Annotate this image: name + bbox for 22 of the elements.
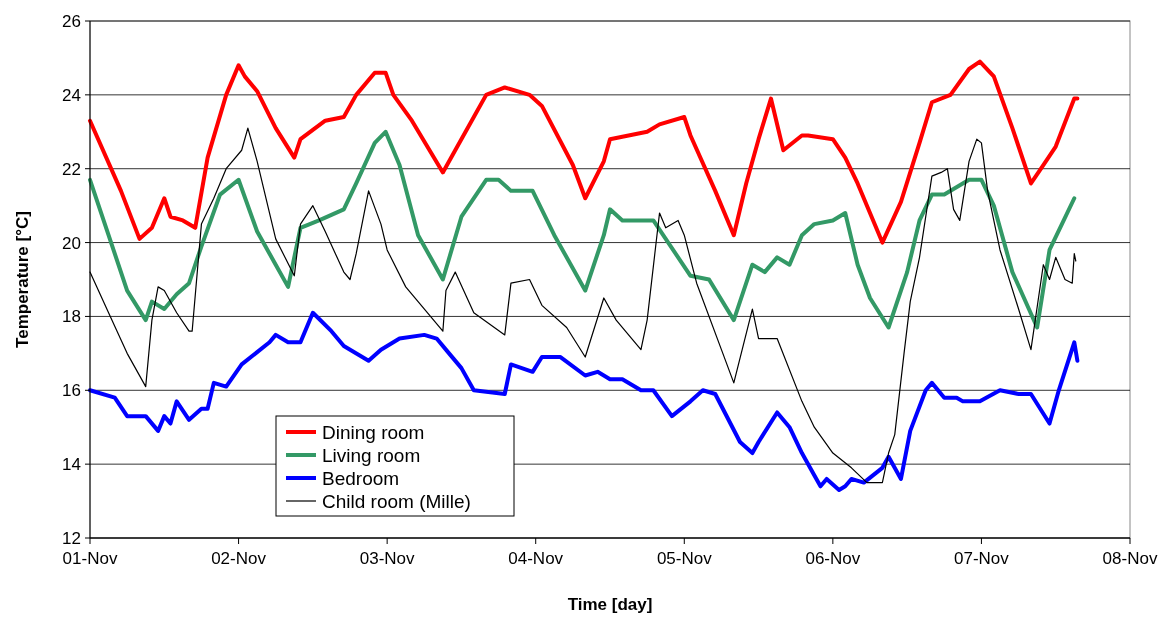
legend-label: Living room bbox=[322, 444, 421, 466]
x-tick-label: 02-Nov bbox=[211, 549, 267, 568]
y-tick-label: 20 bbox=[62, 233, 81, 253]
legend-label: Child room (Mille) bbox=[322, 490, 471, 512]
y-tick-label: 22 bbox=[62, 159, 81, 179]
x-tick-label: 03-Nov bbox=[359, 549, 416, 568]
y-tick-label: 12 bbox=[62, 528, 81, 548]
x-tick-label: 06-Nov bbox=[805, 549, 861, 568]
x-tick-label: 08-Nov bbox=[1102, 549, 1158, 568]
legend-label: Bedroom bbox=[322, 467, 400, 489]
y-tick-label: 16 bbox=[62, 381, 81, 401]
x-tick-label: 04-Nov bbox=[508, 549, 564, 568]
y-tick-label: 24 bbox=[62, 85, 81, 105]
x-tick-label: 07-Nov bbox=[954, 549, 1010, 568]
y-tick-label: 18 bbox=[62, 307, 81, 327]
x-tick-label: 05-Nov bbox=[656, 549, 713, 568]
y-axis-title: Temperature [°C] bbox=[13, 211, 32, 348]
y-tick-label: 26 bbox=[62, 11, 81, 31]
x-tick-label: 01-Nov bbox=[62, 549, 118, 568]
x-axis-title: Time [day] bbox=[567, 595, 653, 614]
legend-label: Dining room bbox=[322, 421, 425, 443]
y-tick-label: 14 bbox=[62, 455, 81, 475]
